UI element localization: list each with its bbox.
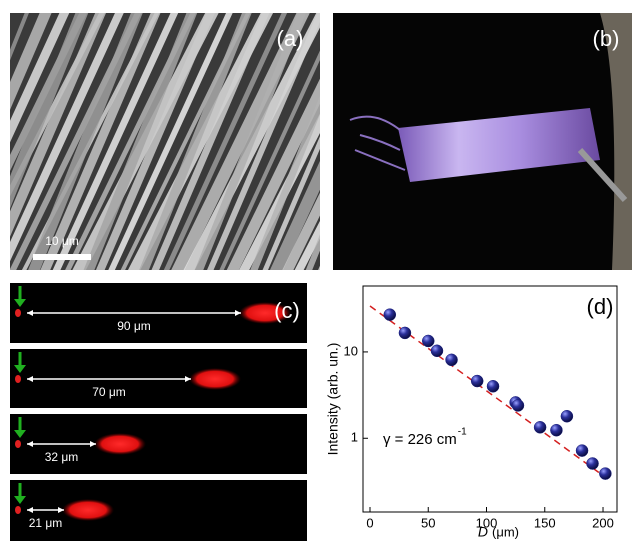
data-point xyxy=(561,410,573,422)
data-point xyxy=(431,345,443,357)
emission-spot xyxy=(189,368,241,390)
x-tick-label: 0 xyxy=(366,515,373,530)
panel-label: (a) xyxy=(277,26,304,51)
data-point xyxy=(422,335,434,347)
source-dot xyxy=(15,309,21,317)
panel-label: (c) xyxy=(274,298,300,323)
distance-label: 21 μm xyxy=(29,516,63,530)
panel-label: (d) xyxy=(587,294,614,319)
y-tick-label: 10 xyxy=(344,343,358,358)
distance-label: 70 μm xyxy=(92,385,126,399)
scale-bar-label: 10 μm xyxy=(45,234,79,248)
data-point xyxy=(399,327,411,339)
emission-spot xyxy=(62,499,114,521)
data-point xyxy=(576,445,588,457)
plot-frame xyxy=(363,286,617,512)
panel-label: (b) xyxy=(593,26,620,51)
y-tick-label: 1 xyxy=(351,430,358,445)
strips: 90 μm 70 μm 32 μm 21 μm xyxy=(10,283,307,541)
x-axis-label-symbol: D xyxy=(478,524,488,540)
data-point xyxy=(384,309,396,321)
emission-spot xyxy=(94,433,146,455)
data-point xyxy=(446,354,458,366)
data-point xyxy=(512,399,524,411)
source-dot xyxy=(15,440,21,448)
scale-bar xyxy=(33,254,91,260)
x-tick-label: 150 xyxy=(534,515,556,530)
x-axis-label-unit: (μm) xyxy=(492,524,519,539)
data-point xyxy=(471,375,483,387)
distance-label: 32 μm xyxy=(45,450,79,464)
x-tick-label: 200 xyxy=(592,515,614,530)
data-point xyxy=(587,458,599,470)
data-point xyxy=(487,380,499,392)
annotation: γ = 226 cm xyxy=(383,431,457,448)
source-dot xyxy=(15,506,21,514)
distance-label: 90 μm xyxy=(117,319,151,333)
data-point xyxy=(534,421,546,433)
figure: 10 μm (a) (b) 90 μm 70 μm 32 μm 21 μm (c) 0… xyxy=(0,0,632,541)
annotation-superscript: -1 xyxy=(458,427,467,438)
source-dot xyxy=(15,375,21,383)
data-point xyxy=(599,468,611,480)
x-tick-label: 50 xyxy=(421,515,435,530)
data-point xyxy=(550,424,562,436)
y-axis-label: Intensity (arb. un.) xyxy=(325,343,341,456)
